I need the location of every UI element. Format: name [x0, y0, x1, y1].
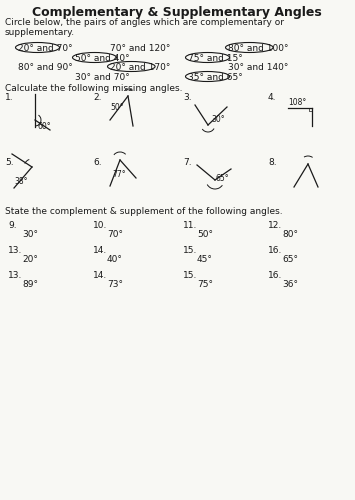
Text: 20° and 170°: 20° and 170° [110, 63, 170, 72]
Text: 70°: 70° [107, 230, 123, 239]
Text: 80°: 80° [282, 230, 298, 239]
Text: 16.: 16. [268, 271, 282, 280]
Text: 80° and 100°: 80° and 100° [228, 44, 289, 53]
Text: 60°: 60° [37, 122, 51, 131]
Text: Complementary & Supplementary Angles: Complementary & Supplementary Angles [32, 6, 322, 19]
Text: 77°: 77° [112, 170, 126, 179]
Text: 30° and 140°: 30° and 140° [228, 63, 288, 72]
Text: 10.: 10. [93, 221, 107, 230]
Text: 5.: 5. [5, 158, 13, 167]
Text: 108°: 108° [288, 98, 306, 107]
Text: 65°: 65° [216, 174, 230, 183]
Text: 13.: 13. [8, 271, 22, 280]
Text: 20°: 20° [22, 255, 38, 264]
Text: 9.: 9. [8, 221, 17, 230]
Text: 13.: 13. [8, 246, 22, 255]
Text: 73°: 73° [107, 280, 123, 289]
Text: 20° and 70°: 20° and 70° [18, 44, 73, 53]
Text: Circle below, the pairs of angles which are complementary or
supplementary.: Circle below, the pairs of angles which … [5, 18, 284, 38]
Text: 65°: 65° [282, 255, 298, 264]
Text: Calculate the following missing angles.: Calculate the following missing angles. [5, 84, 182, 93]
Text: State the complement & supplement of the following angles.: State the complement & supplement of the… [5, 207, 283, 216]
Text: 7.: 7. [183, 158, 192, 167]
Text: 1.: 1. [5, 93, 13, 102]
Text: 40°: 40° [107, 255, 123, 264]
Text: 14.: 14. [93, 246, 107, 255]
Text: 35° and 65°: 35° and 65° [188, 73, 243, 82]
Text: 2.: 2. [93, 93, 102, 102]
Text: 30°: 30° [211, 115, 225, 124]
Text: 15.: 15. [183, 271, 197, 280]
Text: 6.: 6. [93, 158, 102, 167]
Text: 12.: 12. [268, 221, 282, 230]
Text: 50° and 40°: 50° and 40° [75, 54, 130, 63]
Text: 50°: 50° [110, 103, 124, 112]
Text: 30°: 30° [22, 230, 38, 239]
Text: 15.: 15. [183, 246, 197, 255]
Text: 36°: 36° [282, 280, 298, 289]
Text: 75° and 15°: 75° and 15° [188, 54, 243, 63]
Text: 89°: 89° [22, 280, 38, 289]
Text: 4.: 4. [268, 93, 277, 102]
Text: 38°: 38° [14, 177, 27, 186]
Text: 70° and 120°: 70° and 120° [110, 44, 170, 53]
Text: 45°: 45° [197, 255, 213, 264]
Text: 11.: 11. [183, 221, 197, 230]
Text: 3.: 3. [183, 93, 192, 102]
Text: 8.: 8. [268, 158, 277, 167]
Text: 80° and 90°: 80° and 90° [18, 63, 73, 72]
Text: 75°: 75° [197, 280, 213, 289]
Text: 50°: 50° [197, 230, 213, 239]
Text: 30° and 70°: 30° and 70° [75, 73, 130, 82]
Text: 14.: 14. [93, 271, 107, 280]
Text: 16.: 16. [268, 246, 282, 255]
